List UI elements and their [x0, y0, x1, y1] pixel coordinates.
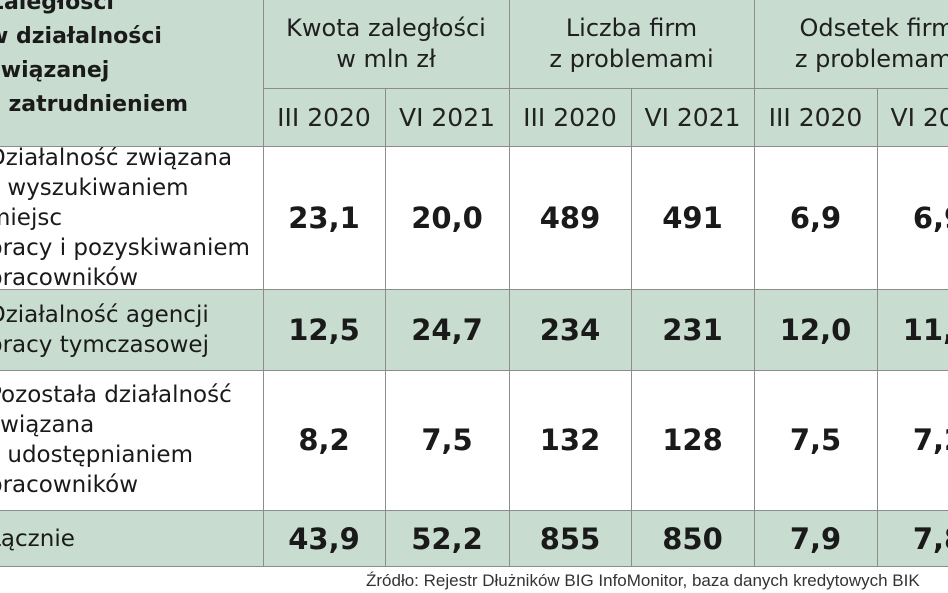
grid-line — [0, 289, 948, 290]
table-cell: 855 — [539, 521, 601, 556]
grid-line — [0, 370, 948, 371]
row-label-total: Łącznie — [0, 525, 75, 552]
table-cell: 23,1 — [288, 200, 360, 235]
grid-line — [631, 88, 632, 567]
table-cell: 132 — [539, 423, 601, 457]
table-cell: 6,9 — [789, 200, 842, 235]
grid-line — [754, 0, 755, 567]
grid-line — [263, 88, 948, 89]
table-cell: 489 — [539, 200, 601, 235]
table-cell: 7,2 — [912, 423, 948, 457]
table-cell: 12,0 — [779, 312, 852, 347]
table-cell: 20,0 — [411, 200, 483, 235]
source-note-row: Źródło: Rejestr Dłużników BIG InfoMonito… — [0, 569, 948, 593]
table-cell: 12,5 — [288, 312, 360, 347]
table-cell: 234 — [539, 312, 601, 347]
grid-line — [509, 0, 510, 567]
table-cell: 8,2 — [298, 423, 350, 457]
grid-line — [263, 0, 264, 567]
table-cell: 231 — [662, 312, 723, 347]
table-cell: 24,7 — [411, 312, 483, 347]
row-label-other-staffing: Pozostała działalność związana z udostęp… — [0, 382, 232, 498]
row-background-1 — [0, 146, 948, 289]
table-cell: 52,2 — [411, 521, 483, 556]
table-cell: 491 — [662, 200, 723, 235]
table-cell: 11,8 — [902, 312, 948, 347]
table-cell: 128 — [662, 423, 723, 457]
source-note: Źródło: Rejestr Dłużników BIG InfoMonito… — [366, 571, 920, 590]
row-background-2 — [0, 289, 948, 370]
grid-line — [0, 566, 948, 567]
grid-line — [877, 88, 878, 567]
table-cell: 7,8 — [912, 521, 948, 556]
header-period-amount-2021: VI 2021 — [398, 102, 496, 132]
grid-line — [0, 146, 948, 147]
row-label-recruitment: Działalność związana z wyszukiwaniem mie… — [0, 144, 250, 291]
grid-line — [385, 88, 386, 567]
header-period-count-2020: III 2020 — [523, 102, 617, 132]
table-cell: 43,9 — [288, 521, 360, 556]
table-cell: 7,5 — [789, 423, 842, 457]
header-period-share-2020: III 2020 — [768, 102, 863, 132]
table-cell: 850 — [662, 521, 723, 556]
header-group-firm-count: Liczba firm z problemami — [549, 14, 714, 73]
header-background — [0, 0, 948, 146]
table-cell: 7,5 — [421, 423, 473, 457]
header-period-amount-2020: III 2020 — [277, 102, 371, 132]
row-label-temp-agency: Działalność agencji pracy tymczasowej — [0, 301, 209, 358]
row-background-3 — [0, 370, 948, 510]
arrears-table: Zaległości w działalności związanej z za… — [0, 0, 948, 567]
table-cell: 7,9 — [789, 521, 842, 556]
header-first-column: Zaległości w działalności związanej z za… — [0, 0, 189, 117]
header-period-share-2021: VI 2021 — [890, 102, 948, 132]
table-cell: 6,9 — [912, 200, 948, 235]
header-group-amount: Kwota zaległości w mln zł — [286, 14, 486, 73]
row-background-4 — [0, 510, 948, 567]
header-group-firm-share: Odsetek firm z problemami — [794, 14, 948, 73]
grid-line — [0, 510, 948, 511]
header-period-count-2021: VI 2021 — [644, 102, 741, 132]
